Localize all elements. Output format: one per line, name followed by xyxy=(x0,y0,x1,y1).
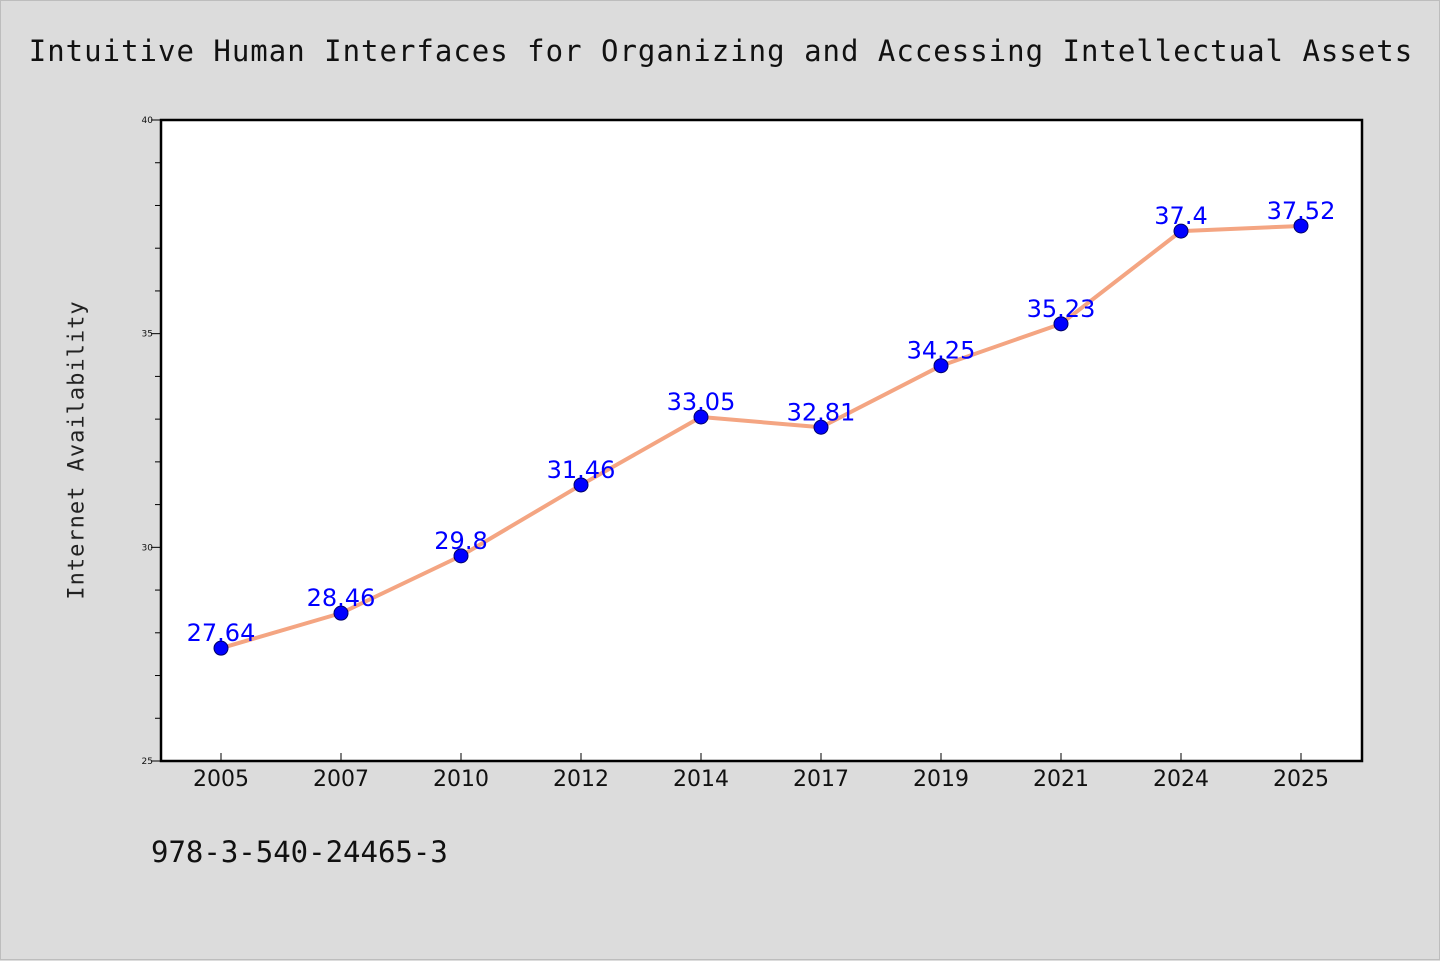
x-tick-label: 2017 xyxy=(793,767,849,792)
data-point xyxy=(573,477,589,493)
data-label: 29.8 xyxy=(434,527,487,555)
plot-area xyxy=(159,118,1364,763)
y-tick-label: 35 xyxy=(142,330,153,340)
data-label: 32.81 xyxy=(787,398,856,426)
x-tick-label: 2005 xyxy=(193,767,249,792)
y-tick-label: 25 xyxy=(142,757,153,767)
x-tick-label: 2025 xyxy=(1273,767,1329,792)
data-label: 34.25 xyxy=(907,337,976,365)
data-point xyxy=(213,640,229,656)
data-point xyxy=(453,548,469,564)
series-line xyxy=(219,223,1303,651)
x-tick-label: 2021 xyxy=(1033,767,1089,792)
data-point xyxy=(1293,218,1309,234)
data-point xyxy=(693,409,709,425)
data-label: 28.46 xyxy=(307,584,376,612)
series-lines xyxy=(219,223,1303,651)
x-tick-label: 2010 xyxy=(433,767,489,792)
series-markers xyxy=(213,218,1309,656)
x-tick-label: 2024 xyxy=(1153,767,1209,792)
isbn-text: 978-3-540-24465-3 xyxy=(151,835,448,869)
data-point xyxy=(813,419,829,435)
data-point xyxy=(333,605,349,621)
data-label: 37.4 xyxy=(1154,202,1207,230)
x-tick-label: 2014 xyxy=(673,767,729,792)
chart-title: Intuitive Human Interfaces for Organizin… xyxy=(28,34,1414,68)
data-label: 37.52 xyxy=(1267,197,1336,225)
x-tick-label: 2012 xyxy=(553,767,609,792)
data-label: 35.23 xyxy=(1027,295,1096,323)
data-labels: 27.64 28.46 29.8 31.46 33.05 32.81 34.25 35.23 3… xyxy=(187,197,1336,647)
data-point xyxy=(933,358,949,374)
data-point xyxy=(1053,316,1069,332)
x-axis-ticks: 2005 2007 2010 2012 2014 2017 2019 2021 2024 2025 xyxy=(193,753,1329,792)
data-point xyxy=(1173,223,1189,239)
y-tick-label: 30 xyxy=(142,543,154,553)
x-tick-label: 2019 xyxy=(913,767,969,792)
data-label: 33.05 xyxy=(667,388,736,416)
x-tick-label: 2007 xyxy=(313,767,369,792)
y-tick-label: 40 xyxy=(142,116,154,126)
data-label: 31.46 xyxy=(547,456,616,484)
y-axis-ticks: 25 30 35 40 xyxy=(142,116,161,767)
data-label: 27.64 xyxy=(187,619,256,647)
